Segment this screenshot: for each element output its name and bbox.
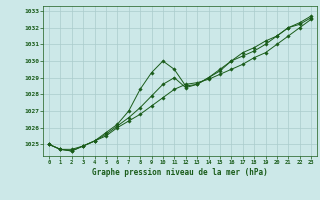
- X-axis label: Graphe pression niveau de la mer (hPa): Graphe pression niveau de la mer (hPa): [92, 168, 268, 177]
